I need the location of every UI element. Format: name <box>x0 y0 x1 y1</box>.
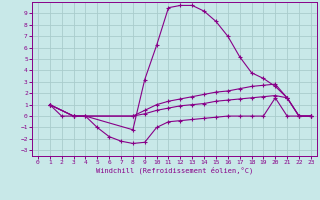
X-axis label: Windchill (Refroidissement éolien,°C): Windchill (Refroidissement éolien,°C) <box>96 167 253 174</box>
